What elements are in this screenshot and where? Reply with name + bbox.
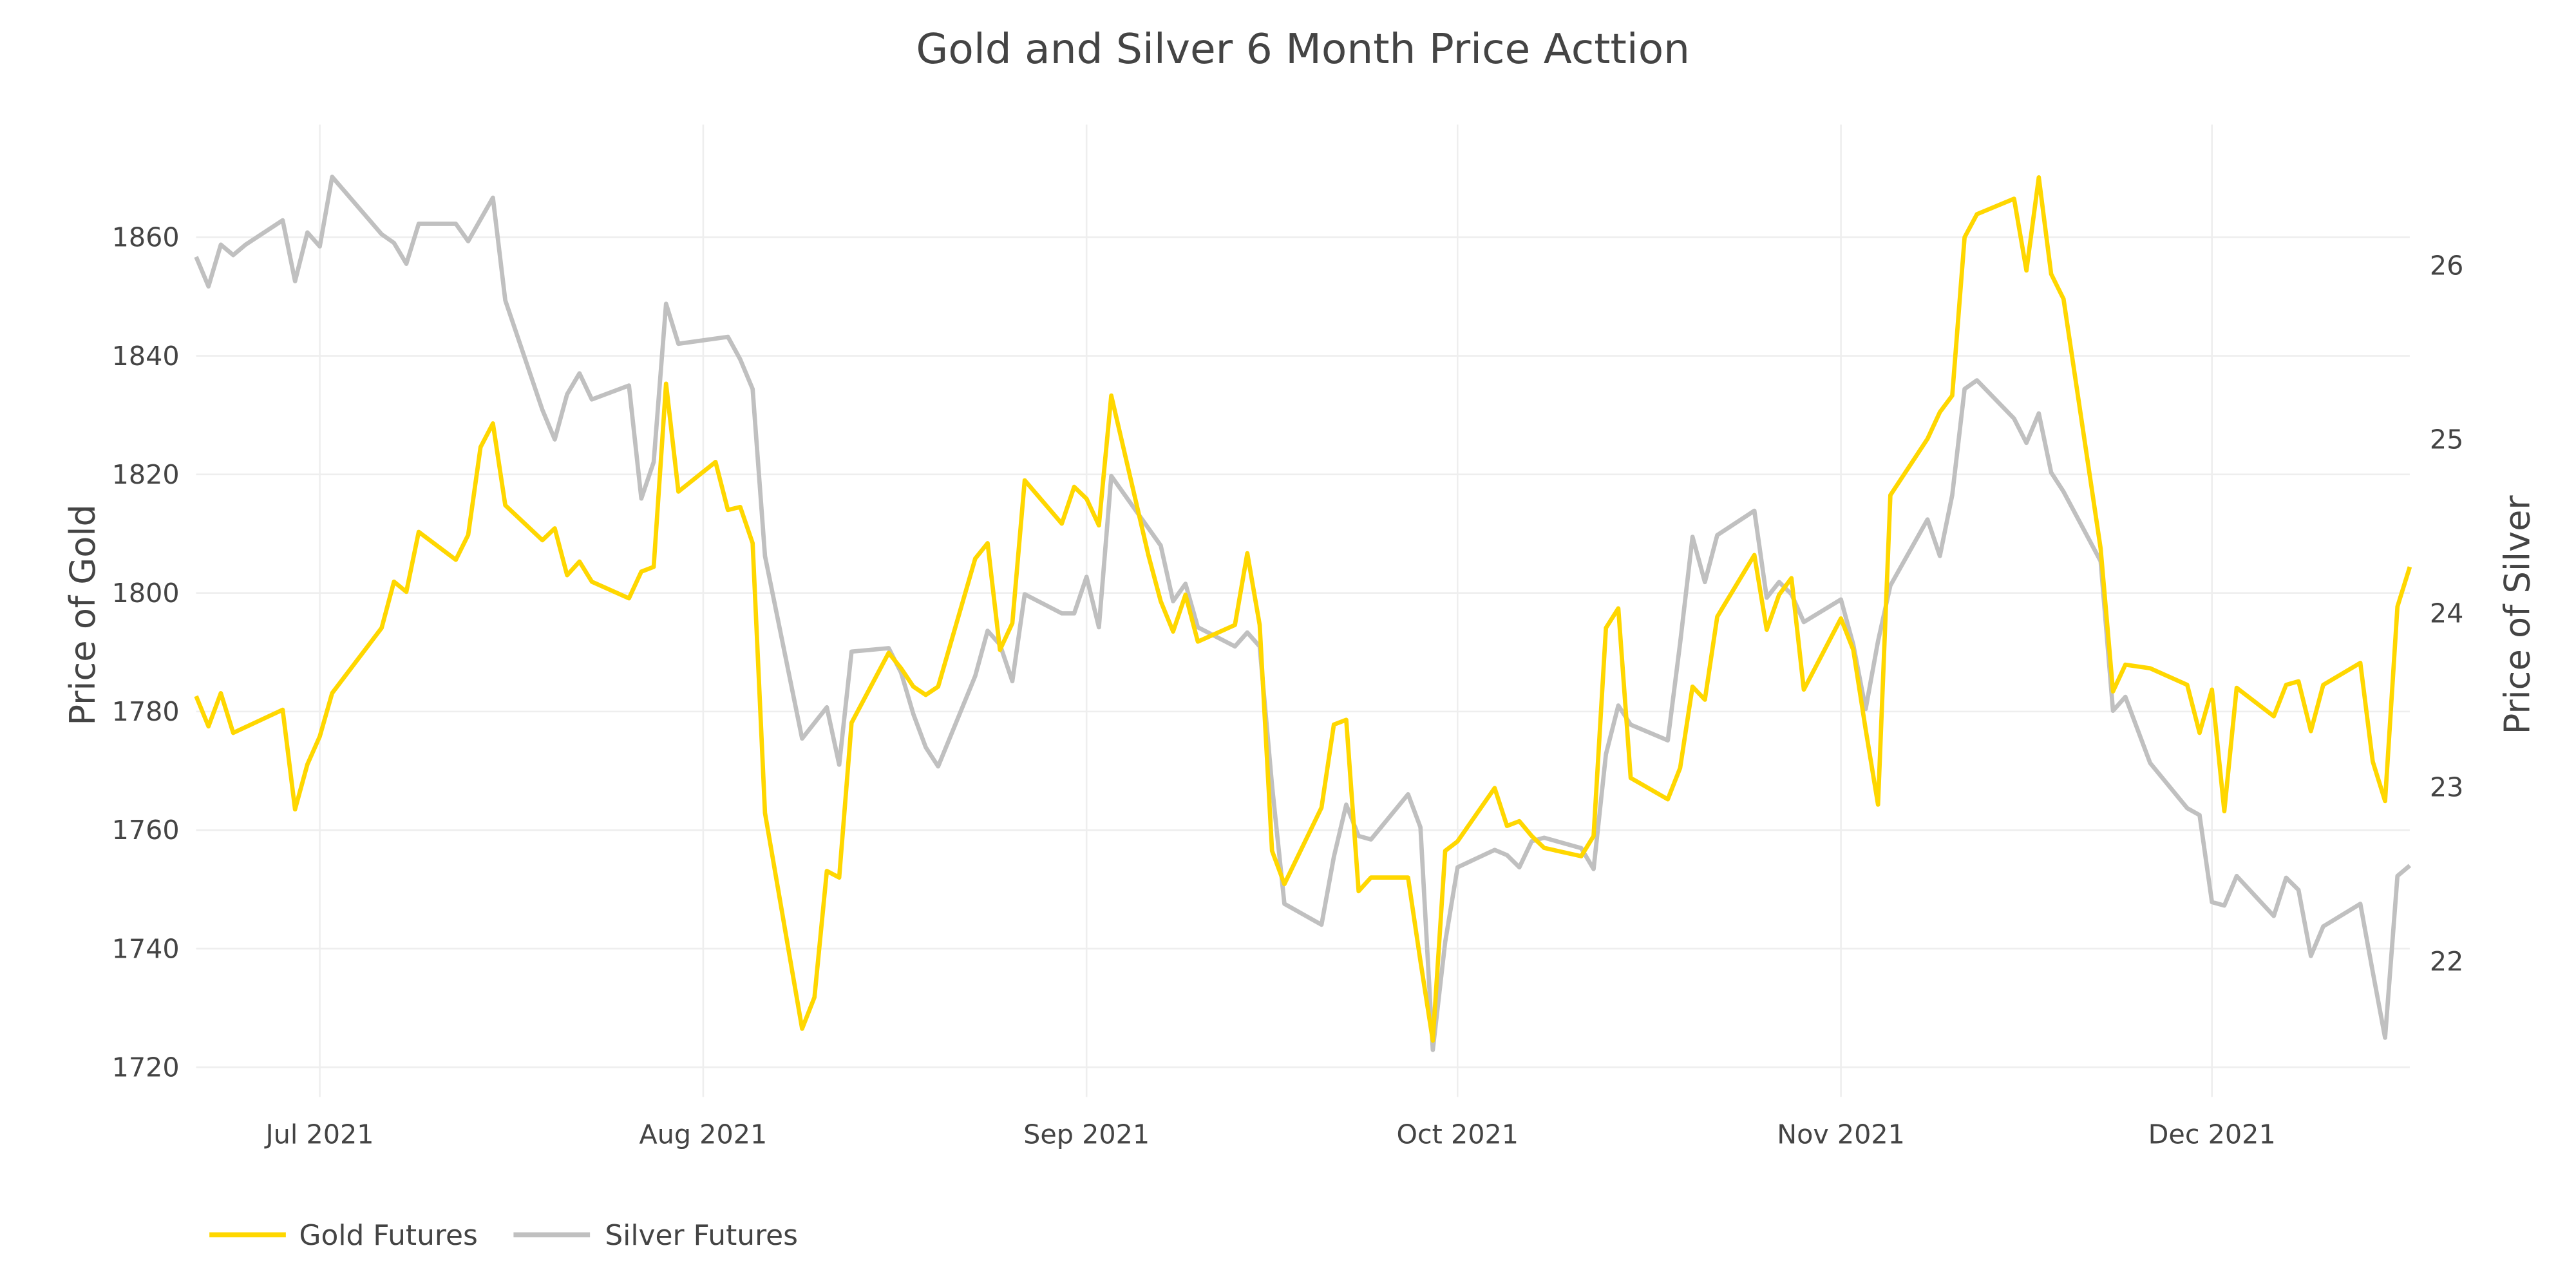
x-tick-label: Nov 2021 bbox=[1777, 1119, 1905, 1150]
y-tick-label: 1720 bbox=[112, 1052, 180, 1083]
x-tick-label: Oct 2021 bbox=[1396, 1119, 1519, 1150]
x-gridlines bbox=[319, 124, 2213, 1097]
y2-tick-label: 26 bbox=[2430, 250, 2464, 281]
y-axis-title: Price of Gold bbox=[62, 504, 103, 725]
y-tick-label: 1780 bbox=[112, 696, 180, 727]
y-axis-ticks: 1720 1740 1760 1780 1800 1820 1840 1860 bbox=[112, 222, 180, 1083]
legend-item-gold[interactable]: Gold Futures bbox=[209, 1219, 478, 1252]
legend-label-gold: Gold Futures bbox=[299, 1219, 478, 1252]
y-tick-label: 1840 bbox=[112, 341, 180, 372]
series-lines bbox=[194, 175, 2412, 1052]
y-tick-label: 1800 bbox=[112, 578, 180, 609]
y2-axis-title: Price of Silver bbox=[2497, 495, 2538, 735]
y-tick-label: 1820 bbox=[112, 459, 180, 490]
y-gridlines bbox=[196, 236, 2410, 1068]
y-tick-label: 1860 bbox=[112, 222, 180, 253]
series-line-gold-futures[interactable] bbox=[194, 175, 2412, 1043]
legend: Gold Futures Silver Futures bbox=[209, 1219, 798, 1252]
y-tick-label: 1760 bbox=[112, 815, 180, 846]
x-tick-label: Aug 2021 bbox=[639, 1119, 767, 1150]
legend-item-silver[interactable]: Silver Futures bbox=[513, 1219, 798, 1252]
x-tick-label: Sep 2021 bbox=[1023, 1119, 1150, 1150]
y2-tick-label: 22 bbox=[2430, 946, 2464, 977]
y2-tick-label: 24 bbox=[2430, 598, 2464, 629]
x-tick-label: Dec 2021 bbox=[2148, 1119, 2276, 1150]
chart-title: Gold and Silver 6 Month Price Acttion bbox=[916, 25, 1690, 73]
series-line-silver-futures[interactable] bbox=[194, 175, 2412, 1052]
y2-tick-label: 25 bbox=[2430, 424, 2464, 455]
x-axis-ticks: Jul 2021 Aug 2021 Sep 2021 Oct 2021 Nov 2021… bbox=[264, 1119, 2276, 1150]
y2-axis-ticks: 22 23 24 25 26 bbox=[2430, 250, 2464, 976]
y2-tick-label: 23 bbox=[2430, 772, 2464, 803]
y-tick-label: 1740 bbox=[112, 933, 180, 964]
x-tick-label: Jul 2021 bbox=[264, 1119, 374, 1150]
legend-label-silver: Silver Futures bbox=[605, 1219, 798, 1252]
